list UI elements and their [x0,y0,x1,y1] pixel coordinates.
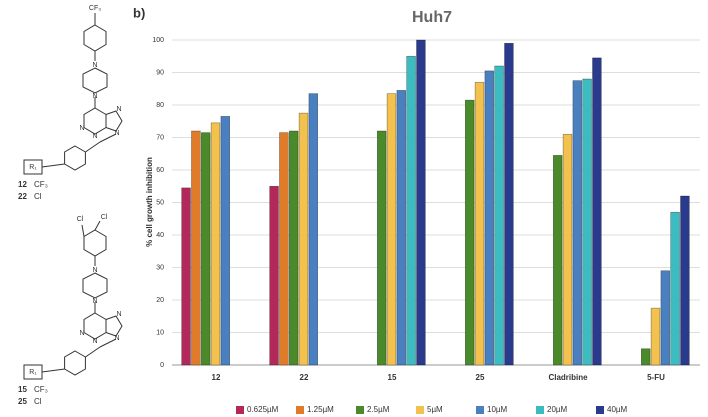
atom: N [114,130,119,137]
y-tick-label: 0 [160,362,164,369]
y-tick-label: 80 [156,102,164,109]
legend-swatch [596,406,604,414]
bar [406,55,416,366]
bar [386,93,397,366]
compound-id: 12 [18,180,27,189]
legend-label: 1.25µM [307,405,334,414]
atom: N [92,267,97,274]
compound-r: Cl [34,192,42,201]
legend-label: 20µM [547,405,568,414]
atom: N [92,298,97,305]
legend-swatch [296,406,304,414]
y-axis-title: % cell growth inhibition [145,157,154,247]
x-tick-label: 25 [476,373,485,382]
bar [660,270,671,366]
bar [298,112,309,366]
legend-swatch [536,406,544,414]
bar [670,211,680,366]
y-tick-label: 40 [156,232,164,239]
bar [650,307,661,366]
atom: N [79,125,84,132]
bar [640,348,651,366]
bar [562,133,573,366]
bar [592,57,602,366]
bar [396,90,407,366]
y-tick-label: 20 [156,297,164,304]
y-tick-label: 30 [156,264,164,271]
bar [416,39,426,366]
x-tick-label: 15 [388,373,397,382]
r-group: R₁ [29,164,37,171]
compound-r: CF₃ [34,385,48,394]
r-group: R₁ [29,369,37,376]
substituent: Cl [101,214,108,221]
bar [191,130,201,366]
bar [279,132,289,366]
y-tick-label: 90 [156,69,164,76]
legend-label: 10µM [487,405,508,414]
compound-id: 22 [18,192,27,201]
legend-label: 5µM [427,405,443,414]
bar [308,93,319,366]
substituent: CF₃ [89,5,101,12]
legend-label: 2.5µM [367,405,390,414]
x-tick-label: 5-FU [647,373,665,382]
legend-swatch [356,406,364,414]
plot: 0 10 20 30 40 50 60 70 80 90 100 12 22 15 25 Cladribine… [152,37,700,414]
compound-id: 25 [18,397,27,406]
substituent: Cl [77,216,84,223]
atom: N [92,133,97,140]
legend-swatch [236,406,244,414]
bar [474,81,485,366]
atom: N [92,93,97,100]
bar [504,42,514,366]
compound-r: Cl [34,397,42,406]
bar [220,116,231,366]
y-tick-label: 50 [156,199,164,206]
panel-label: b) [133,5,145,20]
bar [376,130,387,366]
bar [484,70,495,366]
legend-swatch [476,406,484,414]
atom: N [92,62,97,69]
legend-swatch [416,406,424,414]
y-tick-label: 70 [156,134,164,141]
bar [269,185,279,366]
compound-id: 15 [18,385,27,394]
x-tick-label: Cladribine [548,373,588,382]
chart-title: Huh7 [412,9,452,26]
y-tick-label: 60 [156,167,164,174]
bar [200,132,211,366]
x-tick-label: 22 [300,373,309,382]
structure-skeleton [23,24,123,175]
bar [680,195,690,366]
y-tick-label: 10 [156,329,164,336]
legend-label: 40µM [607,405,628,414]
bar [582,78,592,366]
bar [288,130,299,366]
bar [464,99,475,366]
bar [572,80,583,366]
atom: N [92,338,97,345]
x-tick-label: 12 [212,373,221,382]
structure-2: Cl Cl N N N N N N R₁ 15 CF₃ 25 Cl [18,214,123,406]
bar [210,122,221,366]
atom: N [116,311,121,318]
structure-skeleton [23,229,123,380]
structure-1: CF₃ N N N N N N R₁ 12 CF₃ 22 Cl [18,5,123,201]
legend-label: 0.625µM [247,405,279,414]
atom: N [79,330,84,337]
bar [181,187,191,366]
bar [552,155,563,366]
atom: N [114,335,119,342]
bar [494,65,504,366]
y-tick-label: 100 [152,37,164,44]
atom: N [116,106,121,113]
compound-r: CF₃ [34,180,48,189]
